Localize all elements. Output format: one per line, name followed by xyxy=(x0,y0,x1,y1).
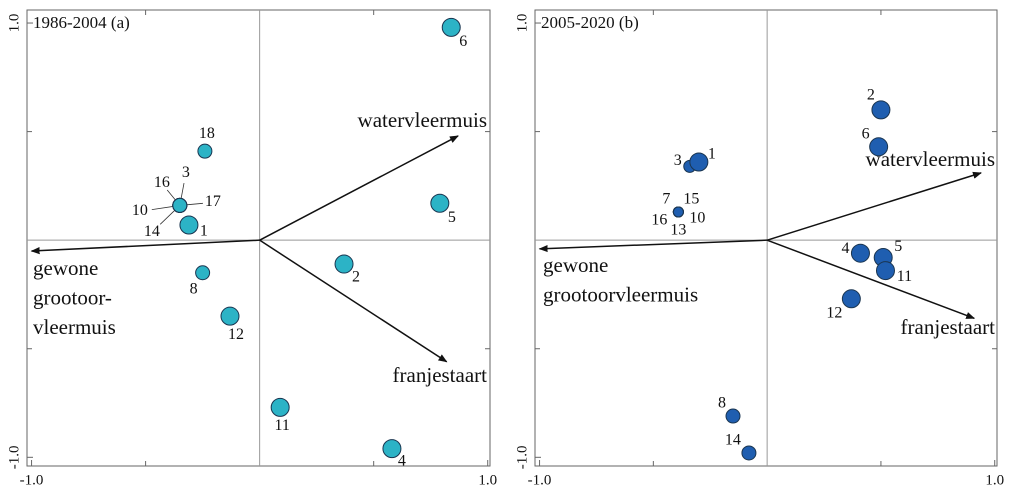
point xyxy=(179,215,199,235)
vector-label: vleermuis xyxy=(33,315,116,339)
point xyxy=(725,408,741,424)
point-label: 7 xyxy=(662,191,670,208)
x-tick-label: -1.0 xyxy=(528,472,552,488)
point-label: 12 xyxy=(228,326,244,343)
point-label: 1 xyxy=(708,146,716,163)
point-label: 11 xyxy=(897,268,912,285)
y-tick-label: -1.0 xyxy=(6,445,22,469)
point xyxy=(197,143,213,159)
point-label: 14 xyxy=(725,432,741,449)
point xyxy=(220,306,240,326)
point-label: 6 xyxy=(862,125,870,142)
vector-arrow xyxy=(259,135,459,241)
point xyxy=(871,100,891,120)
point-label: 15 xyxy=(683,191,699,208)
point xyxy=(741,445,757,461)
point-label: 8 xyxy=(190,280,198,297)
vector-arrow xyxy=(30,239,260,255)
x-tick-label: -1.0 xyxy=(20,472,44,488)
point-label: 18 xyxy=(199,125,215,142)
vector-label: grootoor- xyxy=(33,285,112,309)
y-tick-label: -1.0 xyxy=(514,445,530,469)
point-label: 2 xyxy=(867,87,875,104)
point xyxy=(850,243,870,263)
point-label: 16 xyxy=(154,174,170,191)
point xyxy=(430,193,450,213)
point-label: 4 xyxy=(398,452,406,469)
point-label: 3 xyxy=(182,164,190,181)
point-label: 13 xyxy=(670,222,686,239)
vector-arrow xyxy=(766,171,982,241)
plot-frame xyxy=(26,9,491,467)
point-label: 6 xyxy=(459,33,467,50)
point xyxy=(441,17,461,37)
point-label: 10 xyxy=(689,210,705,227)
y-tick-label: 1.0 xyxy=(6,14,22,33)
x-tick-label: 1.0 xyxy=(985,472,1004,488)
point xyxy=(841,289,861,309)
point-label: 3 xyxy=(674,152,682,169)
y-tick-label: 1.0 xyxy=(514,14,530,33)
point-label: 14 xyxy=(144,223,160,240)
point-label: 2 xyxy=(352,269,360,286)
point-label: 1 xyxy=(200,223,208,240)
vector-label: franjestaart xyxy=(901,315,996,339)
vector-label: grootoorvleermuis xyxy=(543,282,698,306)
point xyxy=(869,137,889,157)
point-label: 5 xyxy=(448,209,456,226)
point-label: 10 xyxy=(132,202,148,219)
panel-title: 2005-2020 (b) xyxy=(541,13,639,32)
point xyxy=(672,206,684,218)
point-label: 8 xyxy=(718,395,726,412)
point xyxy=(270,397,290,417)
point xyxy=(334,254,354,274)
point-label: 4 xyxy=(841,240,849,257)
point-label: 12 xyxy=(826,304,842,321)
vector-arrow xyxy=(259,239,448,363)
point-label: 5 xyxy=(894,238,902,255)
vector-label: watervleermuis xyxy=(358,108,487,132)
point xyxy=(195,265,211,281)
point xyxy=(172,197,188,213)
point-label: 11 xyxy=(274,417,289,434)
point xyxy=(689,152,709,172)
vector-label: gewone xyxy=(33,256,98,280)
point-label: 17 xyxy=(205,193,221,210)
plot-frame xyxy=(534,9,998,467)
vector-arrow xyxy=(538,239,768,253)
point xyxy=(382,439,402,459)
vector-arrow xyxy=(766,239,976,320)
panel-title: 1986-2004 (a) xyxy=(33,13,130,32)
vector-label: gewone xyxy=(543,253,608,277)
point xyxy=(875,261,895,281)
vector-label: franjestaart xyxy=(393,363,488,387)
point-label: 16 xyxy=(651,212,667,229)
x-tick-label: 1.0 xyxy=(478,472,497,488)
